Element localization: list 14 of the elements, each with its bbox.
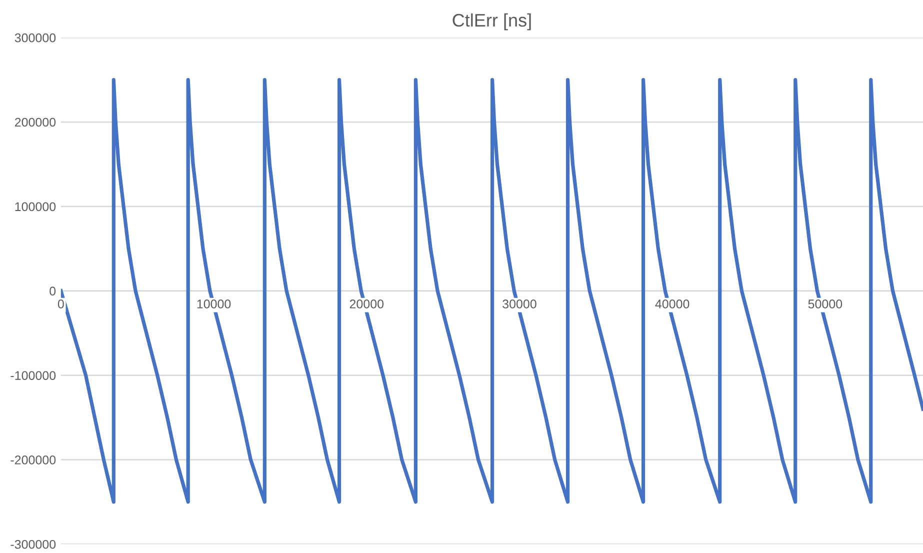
y-tick-label: 0 xyxy=(50,286,56,296)
x-tick-label: 30000 xyxy=(502,300,536,308)
y-tick-label: 200000 xyxy=(14,118,56,127)
x-tick-label: 10000 xyxy=(197,300,231,308)
x-tick-label: 20000 xyxy=(350,300,384,308)
y-tick-label: -100000 xyxy=(10,371,56,380)
chart-title: CtlErr [ns] xyxy=(452,13,531,30)
y-tick-label: 300000 xyxy=(14,33,56,42)
x-tick-label: 40000 xyxy=(655,300,690,308)
y-tick-label: 100000 xyxy=(15,202,56,212)
x-tick-label: 50000 xyxy=(808,300,842,308)
y-tick-label: -300000 xyxy=(10,540,56,549)
x-tick-label: 0 xyxy=(58,300,64,308)
y-tick-label: -200000 xyxy=(10,456,56,464)
